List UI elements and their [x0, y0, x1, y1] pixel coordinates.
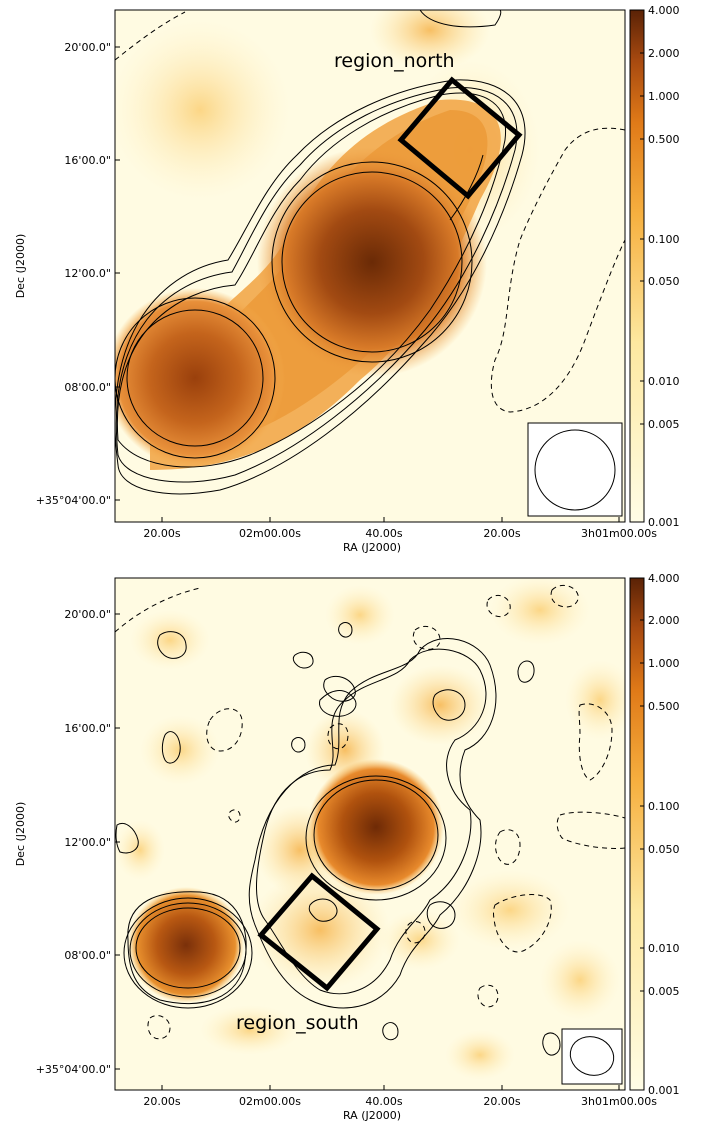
y-tick-label: 12'00.0"	[64, 836, 111, 849]
y-tick-label: 20'00.0"	[64, 41, 111, 54]
image-south	[115, 578, 625, 1090]
y-tick-label: +35°04'00.0"	[36, 1063, 111, 1076]
x-axis-label: RA (J2000)	[343, 541, 401, 554]
frame-north	[114, 9, 626, 523]
colorbar-tick-label: 0.005	[648, 985, 680, 998]
colorbar-north	[629, 9, 645, 523]
dashed-contours-south	[115, 584, 625, 1040]
x-tick-label: 40.00s	[365, 1095, 402, 1108]
y-tick-label: 12'00.0"	[64, 267, 111, 280]
x-tick-label: 02m00.00s	[239, 527, 301, 540]
colorbar-tick-label: 0.500	[648, 133, 680, 146]
colorbar-tick-label: 0.010	[648, 375, 680, 388]
region-label-south: region_south	[236, 1012, 359, 1034]
colorbar-tick-label: 0.001	[648, 516, 680, 529]
colorbar-tick-label: 2.000	[648, 47, 680, 60]
y-tick-label: 08'00.0"	[64, 949, 111, 962]
y-tick-label: 08'00.0"	[64, 381, 111, 394]
x-tick-label: 20.00s	[483, 527, 520, 540]
y-axis-label: Dec (J2000)	[14, 802, 27, 867]
colorbar-tick-label: 0.500	[648, 700, 680, 713]
y-tick-label: 20'00.0"	[64, 608, 111, 621]
colorbar-tick-label: 1.000	[648, 657, 680, 670]
region-label-north: region_north	[334, 50, 455, 72]
x-tick-label: 40.00s	[365, 527, 402, 540]
colorbar-south	[629, 577, 645, 1091]
x-tick-label: 20.00s	[483, 1095, 520, 1108]
beam-ellipse-south	[569, 1036, 615, 1076]
colorbar-tick-label: 2.000	[648, 614, 680, 627]
panel-north: region_north 20'00.0" 16'00.0" 12'00.0" …	[14, 4, 680, 554]
panel-south: region_south 20'00.0" 16'00.0" 12'00.0" …	[14, 572, 680, 1122]
x-axis-label: RA (J2000)	[343, 1109, 401, 1122]
region-box-north	[397, 76, 523, 200]
colorbar-tick-label: 0.100	[648, 233, 680, 246]
y-tick-label: 16'00.0"	[64, 154, 111, 167]
colorbar-tick-label: 1.000	[648, 90, 680, 103]
x-tick-label: 20.00s	[143, 1095, 180, 1108]
region-box-south	[257, 872, 381, 992]
colorbar-tick-label: 0.005	[648, 418, 680, 431]
x-tick-label: 3h01m00.00s	[581, 527, 657, 540]
colorbar-tick-label: 4.000	[648, 4, 680, 17]
y-tick-label: +35°04'00.0"	[36, 494, 111, 507]
contours-north	[115, 79, 526, 495]
x-tick-label: 02m00.00s	[239, 1095, 301, 1108]
beam-inset-north	[527, 422, 623, 517]
colorbar-tick-label: 0.050	[648, 843, 680, 856]
beam-inset-south	[561, 1028, 623, 1085]
x-tick-label: 20.00s	[143, 527, 180, 540]
y-axis-label: Dec (J2000)	[14, 234, 27, 299]
frame-south	[114, 577, 626, 1091]
y-tick-label: 16'00.0"	[64, 722, 111, 735]
colorbar-tick-label: 0.010	[648, 942, 680, 955]
x-tick-label: 3h01m00.00s	[581, 1095, 657, 1108]
contours-south	[115, 622, 561, 1056]
colorbar-tick-label: 0.100	[648, 800, 680, 813]
colorbar-tick-label: 0.050	[648, 275, 680, 288]
dashed-contours-north	[115, 11, 625, 413]
image-north	[115, 10, 625, 522]
colorbar-tick-label: 4.000	[648, 572, 680, 585]
colorbar-tick-label: 0.001	[648, 1084, 680, 1097]
beam-ellipse-north	[534, 429, 616, 511]
